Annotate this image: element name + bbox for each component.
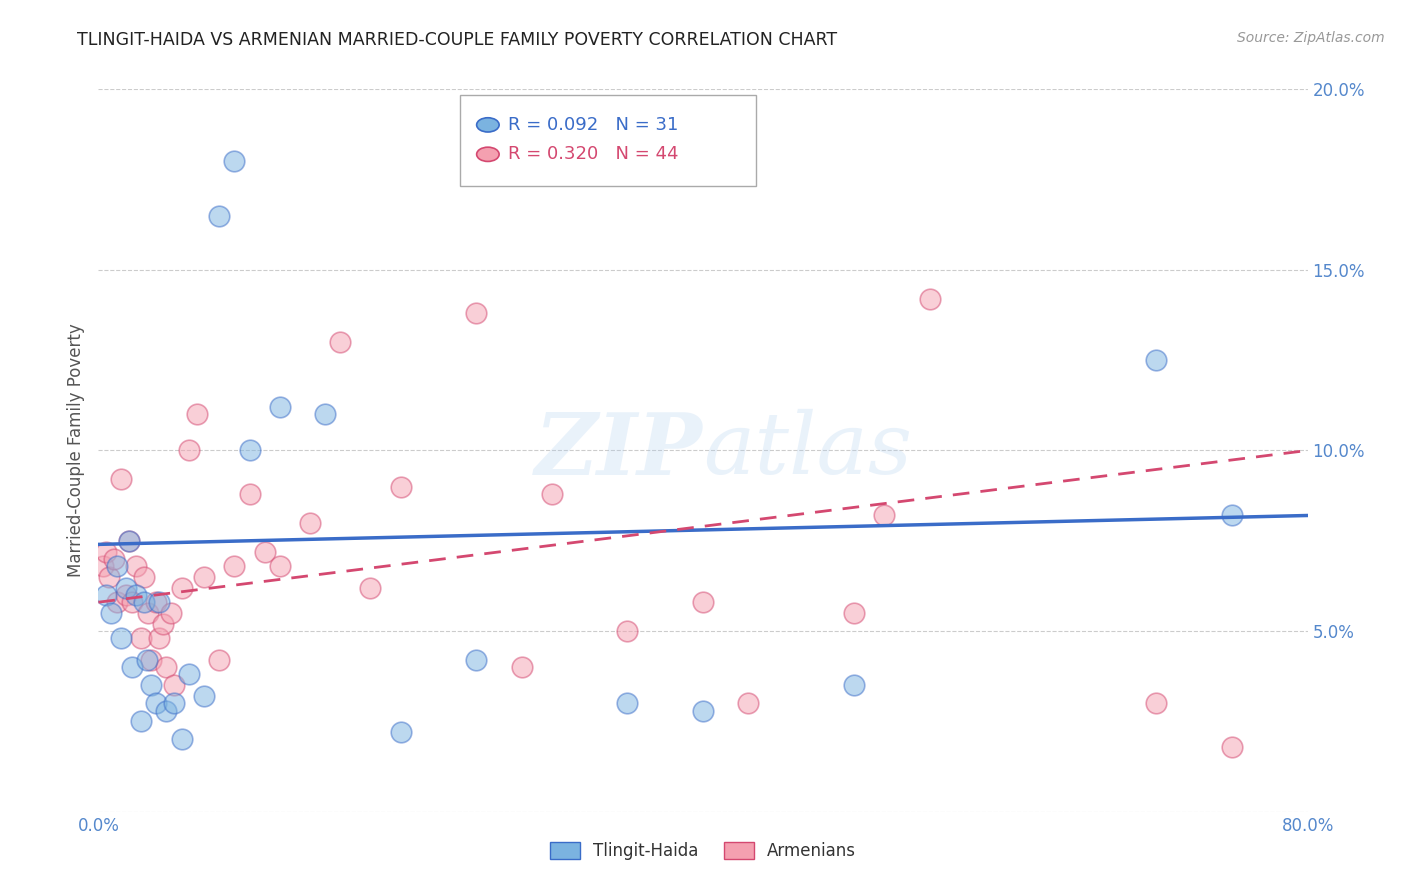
Point [186, 407, 208, 422]
Point [135, 653, 157, 667]
Point [1220, 739, 1243, 754]
Text: TLINGIT-HAIDA VS ARMENIAN MARRIED-COUPLE FAMILY POVERTY CORRELATION CHART: TLINGIT-HAIDA VS ARMENIAN MARRIED-COUPLE… [77, 31, 838, 49]
Point [125, 588, 148, 602]
Point [132, 595, 155, 609]
Point [94, 588, 117, 602]
Point [121, 660, 143, 674]
Text: atlas: atlas [703, 409, 912, 491]
Point [616, 697, 638, 711]
Point [100, 606, 122, 620]
Point [118, 533, 141, 548]
Point [170, 732, 193, 747]
Point [918, 292, 941, 306]
Point [155, 660, 177, 674]
Point [105, 595, 128, 609]
Point [114, 581, 136, 595]
Point [389, 725, 412, 739]
Point [314, 407, 336, 422]
Point [1144, 353, 1167, 368]
Point [360, 581, 382, 595]
Point [389, 480, 412, 494]
Point [844, 606, 866, 620]
Point [737, 697, 759, 711]
Point [844, 678, 866, 692]
Point [1220, 508, 1243, 523]
Point [208, 209, 231, 223]
Point [125, 559, 148, 574]
Text: R = 0.320   N = 44: R = 0.320 N = 44 [508, 145, 678, 163]
Point [141, 678, 163, 692]
Point [510, 660, 533, 674]
Point [170, 581, 193, 595]
Point [160, 606, 183, 620]
Point [269, 559, 291, 574]
Point [132, 570, 155, 584]
Point [163, 678, 186, 692]
Point [616, 624, 638, 639]
Point [179, 667, 201, 681]
Point [540, 487, 562, 501]
Text: Source: ZipAtlas.com: Source: ZipAtlas.com [1237, 31, 1385, 45]
Point [692, 595, 714, 609]
Point [465, 306, 488, 320]
Point [121, 595, 143, 609]
Point [692, 704, 714, 718]
Point [98, 570, 121, 584]
Point [114, 588, 136, 602]
Y-axis label: Married-Couple Family Poverty: Married-Couple Family Poverty [66, 324, 84, 577]
Point [110, 472, 132, 486]
Text: ZIP: ZIP [536, 409, 703, 492]
Point [224, 154, 246, 169]
Point [224, 559, 246, 574]
Point [148, 632, 170, 646]
Point [208, 653, 231, 667]
Point [299, 516, 322, 530]
Point [152, 616, 174, 631]
Point [141, 653, 163, 667]
Point [129, 714, 152, 729]
Point [329, 334, 352, 349]
Point [239, 443, 262, 458]
Point [118, 533, 141, 548]
Text: R = 0.092   N = 31: R = 0.092 N = 31 [508, 116, 678, 134]
Point [94, 544, 117, 558]
Point [179, 443, 201, 458]
Point [253, 544, 276, 558]
Point [129, 632, 152, 646]
Point [193, 689, 215, 703]
Point [873, 508, 896, 523]
Point [163, 697, 186, 711]
Point [91, 559, 114, 574]
Legend: Tlingit-Haida, Armenians: Tlingit-Haida, Armenians [541, 834, 865, 869]
Point [145, 697, 167, 711]
Point [193, 570, 215, 584]
Point [103, 551, 125, 566]
Point [465, 653, 488, 667]
Point [136, 606, 159, 620]
Point [148, 595, 170, 609]
Point [1144, 697, 1167, 711]
Point [239, 487, 262, 501]
Point [155, 704, 177, 718]
Point [105, 559, 128, 574]
Point [269, 400, 291, 414]
Point [145, 595, 167, 609]
Point [110, 632, 132, 646]
